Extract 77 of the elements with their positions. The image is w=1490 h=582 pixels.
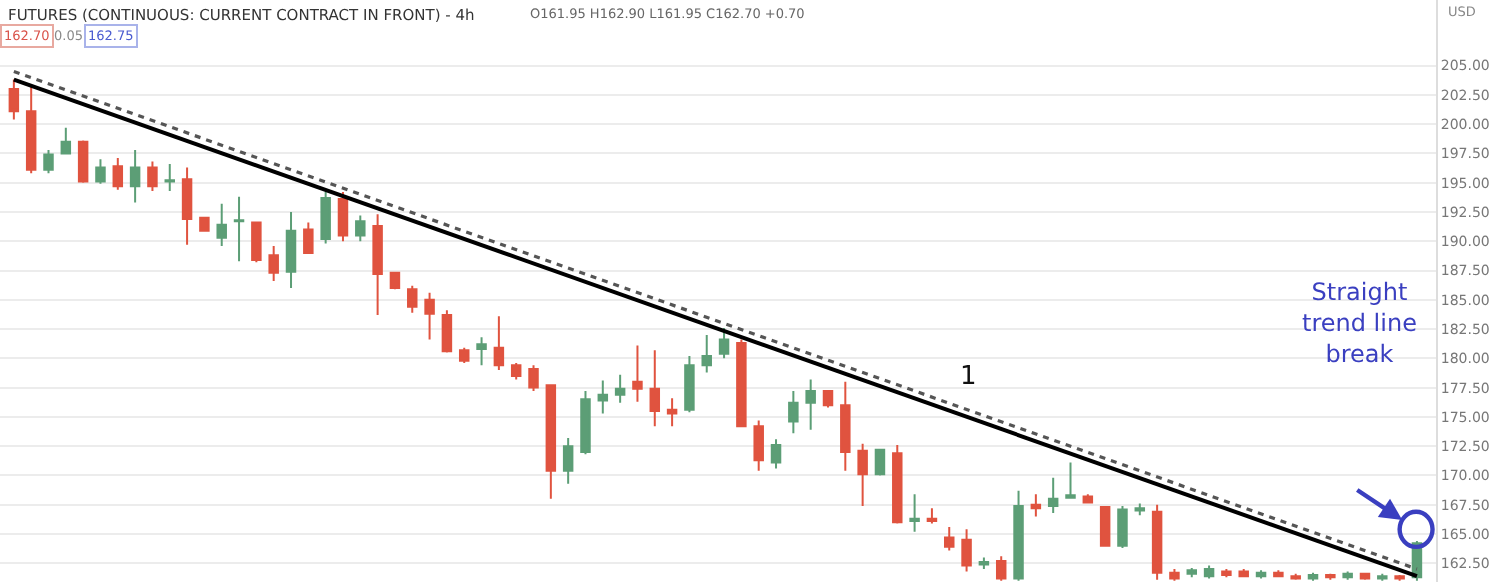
candlestick [1186,566,1197,579]
candlestick [1047,476,1059,514]
candlestick [770,438,782,470]
candlestick [216,202,227,247]
candlestick [112,157,124,191]
candlestick [147,160,158,192]
candlestick [805,378,816,431]
candlestick [441,309,453,354]
candlestick [874,448,886,477]
candlestick [493,315,505,372]
candlestick [649,349,661,428]
candlestick [788,390,799,435]
annotation: 1 [960,362,977,392]
candlestick [1325,572,1336,581]
candlestick [1169,568,1180,582]
candlestick [389,271,401,291]
candlestick [95,158,106,185]
candlestick [857,442,868,507]
candlestick [701,333,712,374]
candlestick [129,148,141,204]
candlestick [1394,573,1405,582]
candlestick [77,139,89,184]
candlestick [285,210,297,290]
candlestick [1221,568,1232,579]
candlestick [164,162,175,192]
candlestick [840,380,851,472]
candlestick [337,191,349,243]
candlestick [822,388,834,409]
candlestick [60,126,72,156]
candlestick [666,397,678,428]
candlestick [233,195,245,263]
candlestick [1134,502,1146,517]
candlestick [1117,504,1128,550]
candlestick [528,364,539,393]
candlestick [684,355,695,414]
candlestick [320,191,331,245]
candlestick [1099,504,1111,548]
candlestick [892,443,903,525]
candlestick [978,556,990,571]
candlestick [1238,568,1249,579]
candlestick [961,528,972,573]
candlestick [944,525,955,552]
candlestick [718,326,730,360]
candlestick [580,390,591,456]
candlestick [181,166,193,246]
candlestick [510,362,522,381]
candlestick [995,555,1007,582]
candlestick [562,436,574,485]
candlestick [424,291,435,341]
candlestick [355,214,366,243]
candlestick [407,284,418,314]
candlestick [1013,489,1024,582]
candlestick [1377,572,1388,582]
candlestick [1030,493,1042,518]
candlestick [614,373,626,404]
candlestick [251,221,262,264]
candlestick [1342,570,1353,581]
candlestick [1065,461,1076,500]
candlestick [268,244,279,283]
candlestick [926,507,938,525]
candlestick [476,336,487,367]
candlestick [753,419,764,472]
candlestick [43,148,54,175]
candlestick [736,338,747,428]
candlestick [1203,564,1215,580]
candlestick [909,493,920,533]
candlestick [372,213,383,316]
candlestick [1151,503,1163,581]
annotation: Straight trend line break [1302,278,1417,369]
candlestick [545,384,557,500]
candlestick [8,78,20,121]
candlestick [632,344,643,403]
candlestick [597,379,609,415]
candlestick [458,346,470,365]
candlestick [199,216,210,233]
candlestick [25,84,37,175]
candlestick [303,221,314,256]
